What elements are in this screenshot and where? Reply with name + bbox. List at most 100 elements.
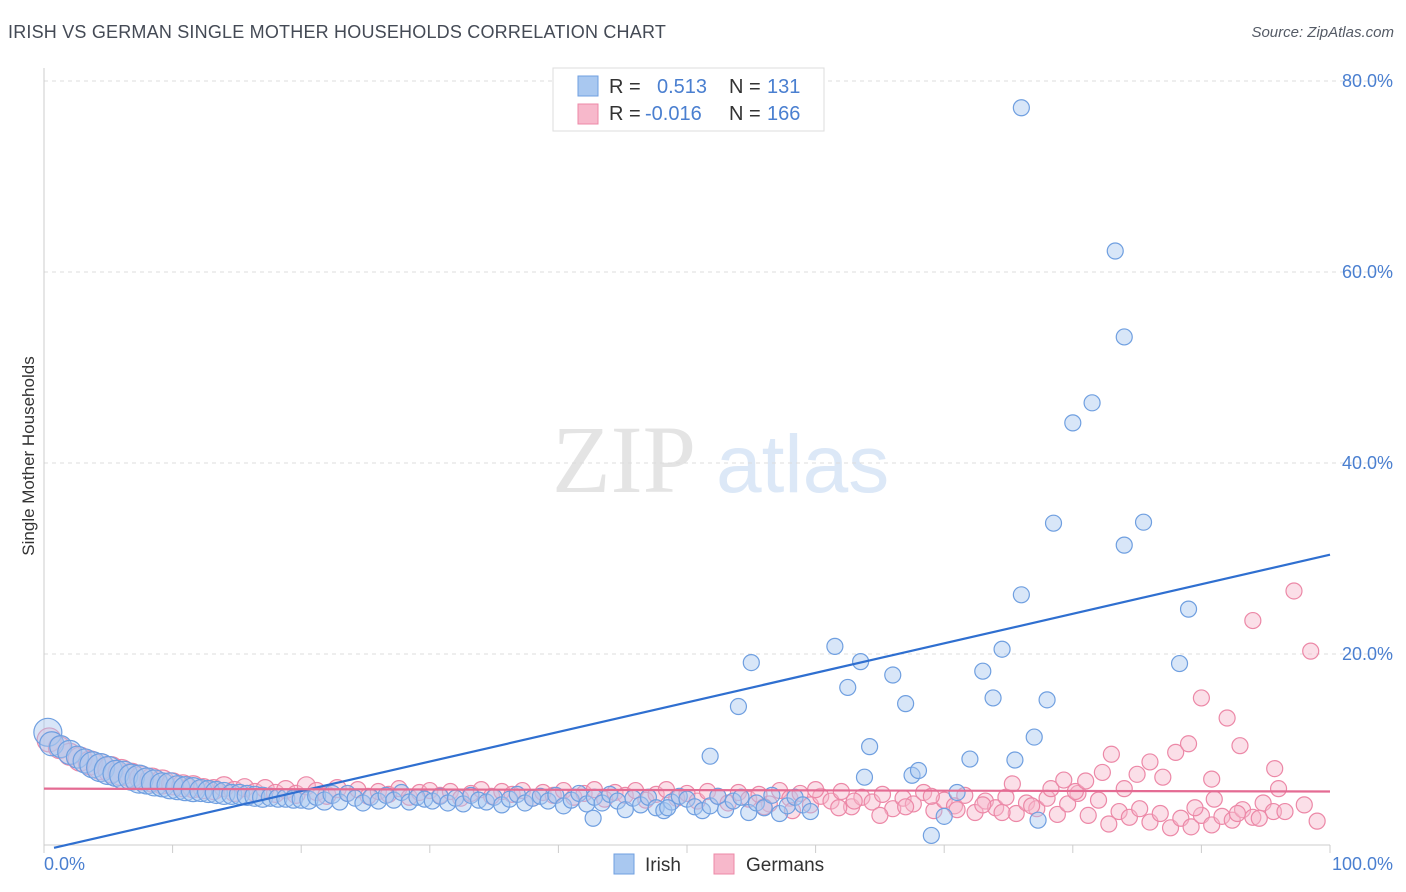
watermark-atlas: atlas	[716, 419, 889, 510]
point-irish	[701, 747, 719, 765]
point-germans	[871, 806, 889, 824]
point-irish	[861, 738, 879, 756]
point-germans	[1308, 812, 1326, 830]
point-germans	[1079, 806, 1097, 824]
point-germans	[1276, 802, 1294, 821]
point-irish	[1170, 654, 1189, 673]
point-irish	[1134, 513, 1153, 531]
y-tick-label: 80.0%	[1342, 71, 1393, 91]
legend-germans-n-label: N =	[729, 103, 761, 125]
point-germans	[1102, 745, 1120, 763]
point-germans	[925, 802, 943, 820]
point-germans	[1128, 765, 1146, 783]
point-germans	[1003, 775, 1021, 793]
point-irish	[1012, 586, 1030, 604]
point-irish	[909, 761, 928, 780]
gridlines	[44, 80, 1392, 655]
point-germans	[1203, 770, 1221, 788]
point-germans	[1055, 771, 1073, 789]
point-irish	[1115, 328, 1133, 346]
point-germans	[729, 783, 748, 802]
point-germans	[1007, 804, 1025, 823]
point-germans	[1269, 780, 1288, 798]
point-irish	[897, 695, 915, 713]
point-irish	[1044, 514, 1063, 532]
point-germans	[1069, 784, 1087, 803]
point-germans	[1093, 763, 1111, 782]
point-irish	[1025, 728, 1043, 746]
series-legend-germans-label: Germans	[746, 855, 824, 876]
point-germans	[915, 783, 933, 802]
point-irish	[65, 745, 90, 769]
point-germans	[1115, 780, 1133, 798]
tick-labels: 20.0% 40.0% 60.0% 80.0% 0.0% 100.0%	[44, 71, 1393, 874]
y-tick-label: 40.0%	[1342, 453, 1393, 473]
point-germans	[1077, 772, 1095, 790]
point-germans	[1141, 753, 1159, 771]
point-irish	[1064, 414, 1082, 432]
point-germans	[1295, 796, 1313, 814]
point-irish	[72, 748, 98, 774]
point-germans	[1151, 804, 1169, 823]
point-irish	[935, 807, 953, 825]
y-tick-label: 20.0%	[1342, 644, 1393, 664]
series-legend-germans-swatch	[713, 853, 735, 875]
legend-irish-n-value: 131	[767, 76, 800, 98]
point-germans	[1231, 737, 1249, 755]
legend-irish-r-label: R =	[609, 76, 641, 98]
point-irish	[709, 787, 727, 805]
point-irish	[855, 768, 874, 786]
point-irish	[724, 792, 742, 810]
point-germans	[1228, 804, 1247, 823]
point-germans	[1110, 802, 1128, 821]
correlation-legend: R = 0.513 N = 131 R = -0.016 N = 166	[552, 67, 825, 132]
point-germans	[873, 785, 892, 803]
trend-line-irish	[53, 553, 1331, 849]
point-irish	[212, 781, 236, 806]
legend-germans-n-value: 166	[767, 103, 800, 125]
legend-germans-swatch	[577, 103, 599, 125]
series-legend: Irish Germans	[613, 853, 824, 876]
point-irish	[984, 689, 1002, 707]
point-germans	[1167, 743, 1185, 761]
point-irish	[826, 637, 844, 655]
chart-title: IRISH VS GERMAN SINGLE MOTHER HOUSEHOLDS…	[8, 22, 667, 42]
point-irish	[659, 799, 677, 817]
point-irish	[1115, 536, 1133, 554]
point-irish	[922, 826, 940, 845]
point-germans	[1244, 611, 1262, 630]
point-irish	[993, 640, 1011, 658]
point-germans	[897, 798, 915, 816]
point-irish	[948, 783, 966, 802]
point-irish	[1083, 394, 1101, 412]
point-irish	[124, 764, 154, 794]
point-germans	[1048, 805, 1066, 824]
point-germans	[1182, 818, 1200, 836]
point-germans	[1089, 791, 1108, 809]
point-irish	[1106, 242, 1124, 260]
point-germans	[1131, 800, 1149, 818]
point-germans	[1100, 815, 1118, 833]
point-germans	[922, 787, 940, 805]
point-germans	[1059, 795, 1077, 813]
point-irish	[732, 788, 750, 806]
trend-line-germans	[43, 787, 1331, 793]
trend-lines	[43, 553, 1331, 849]
point-germans	[1250, 809, 1268, 827]
point-irish	[961, 750, 979, 768]
point-irish	[742, 653, 760, 672]
series-legend-irish-swatch	[613, 853, 635, 875]
axes	[43, 68, 1331, 853]
point-irish	[156, 772, 184, 800]
point-irish	[236, 784, 258, 806]
legend-irish-r-value: 0.513	[657, 76, 707, 98]
point-germans	[1042, 780, 1060, 798]
legend-germans-r-label: R =	[609, 103, 641, 125]
point-irish	[1038, 691, 1056, 709]
point-germans	[830, 799, 848, 817]
point-germans	[1205, 790, 1223, 808]
point-germans	[993, 803, 1011, 822]
point-germans	[1154, 768, 1172, 786]
series-legend-irish-label: Irish	[645, 855, 681, 876]
point-germans	[1285, 582, 1303, 600]
